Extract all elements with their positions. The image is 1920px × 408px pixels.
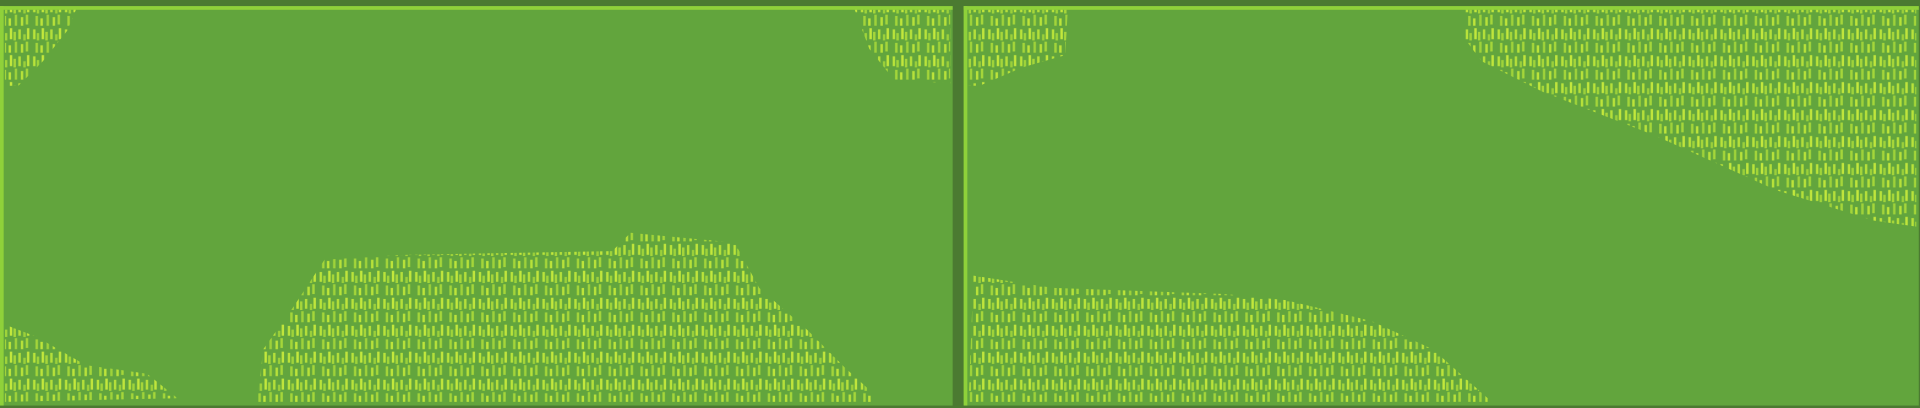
right-panel [963,6,1919,406]
left-panel [0,6,953,406]
